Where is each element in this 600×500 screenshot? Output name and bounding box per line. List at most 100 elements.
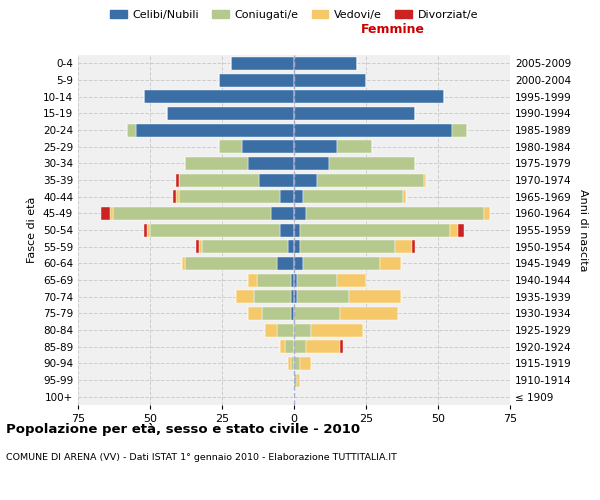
Bar (242, 140, 294, 153)
Text: COMUNE DI ARENA (VV) - Dati ISTAT 1° gennaio 2010 - Elaborazione TUTTITALIA.IT: COMUNE DI ARENA (VV) - Dati ISTAT 1° gen… (6, 452, 397, 462)
Bar (185, 157, 248, 170)
Bar (179, 190, 280, 203)
Bar (127, 124, 136, 136)
Bar (294, 224, 300, 236)
Bar (259, 174, 294, 186)
Bar (144, 90, 294, 103)
Bar (305, 340, 340, 353)
Bar (458, 224, 464, 236)
Bar (452, 124, 467, 136)
Bar (305, 207, 484, 220)
Bar (294, 274, 297, 286)
Bar (300, 357, 311, 370)
Bar (294, 190, 302, 203)
Bar (179, 174, 259, 186)
Bar (288, 357, 291, 370)
Bar (294, 140, 337, 153)
Bar (294, 107, 415, 120)
Bar (277, 324, 294, 336)
Bar (150, 224, 280, 236)
Bar (297, 274, 337, 286)
Bar (291, 274, 294, 286)
Bar (449, 224, 458, 236)
Bar (277, 257, 294, 270)
Bar (113, 207, 271, 220)
Bar (337, 140, 372, 153)
Bar (311, 324, 363, 336)
Bar (176, 190, 179, 203)
Bar (219, 140, 242, 153)
Bar (291, 290, 294, 303)
Bar (254, 290, 291, 303)
Bar (297, 374, 300, 386)
Bar (176, 174, 179, 186)
Bar (349, 290, 401, 303)
Y-axis label: Fasce di età: Fasce di età (28, 197, 37, 263)
Bar (199, 240, 202, 253)
Bar (294, 240, 300, 253)
Bar (300, 240, 395, 253)
Bar (294, 290, 297, 303)
Bar (294, 207, 305, 220)
Bar (248, 307, 262, 320)
Bar (182, 257, 185, 270)
Text: Popolazione per età, sesso e stato civile - 2010: Popolazione per età, sesso e stato civil… (6, 422, 360, 436)
Bar (262, 307, 291, 320)
Bar (230, 57, 294, 70)
Bar (380, 257, 401, 270)
Text: Femmine: Femmine (361, 23, 425, 36)
Bar (337, 274, 366, 286)
Bar (288, 240, 294, 253)
Bar (144, 224, 147, 236)
Bar (403, 190, 406, 203)
Bar (484, 207, 490, 220)
Bar (196, 240, 199, 253)
Legend: Celibi/Nubili, Coniugati/e, Vedovi/e, Divorziat/e: Celibi/Nubili, Coniugati/e, Vedovi/e, Di… (106, 6, 482, 25)
Bar (173, 190, 176, 203)
Bar (412, 240, 415, 253)
Bar (294, 340, 305, 353)
Bar (167, 107, 294, 120)
Bar (202, 240, 288, 253)
Bar (136, 124, 294, 136)
Bar (395, 240, 412, 253)
Bar (424, 174, 427, 186)
Bar (265, 324, 277, 336)
Bar (291, 357, 294, 370)
Bar (101, 207, 110, 220)
Bar (280, 190, 294, 203)
Bar (294, 57, 358, 70)
Bar (329, 157, 415, 170)
Bar (300, 224, 449, 236)
Bar (294, 74, 366, 86)
Bar (297, 290, 349, 303)
Bar (271, 207, 294, 220)
Bar (294, 324, 311, 336)
Bar (219, 74, 294, 86)
Bar (291, 307, 294, 320)
Bar (294, 174, 317, 186)
Bar (147, 224, 150, 236)
Bar (340, 340, 343, 353)
Bar (248, 274, 257, 286)
Bar (340, 307, 398, 320)
Bar (280, 224, 294, 236)
Bar (248, 157, 294, 170)
Bar (302, 257, 380, 270)
Y-axis label: Anni di nascita: Anni di nascita (578, 188, 588, 271)
Bar (302, 190, 403, 203)
Bar (317, 174, 424, 186)
Bar (257, 274, 291, 286)
Bar (110, 207, 113, 220)
Bar (294, 257, 302, 270)
Bar (294, 157, 329, 170)
Bar (294, 124, 452, 136)
Bar (294, 374, 297, 386)
Bar (280, 340, 286, 353)
Bar (294, 90, 444, 103)
Bar (286, 340, 294, 353)
Bar (185, 257, 277, 270)
Bar (294, 357, 300, 370)
Bar (236, 290, 254, 303)
Bar (294, 307, 340, 320)
